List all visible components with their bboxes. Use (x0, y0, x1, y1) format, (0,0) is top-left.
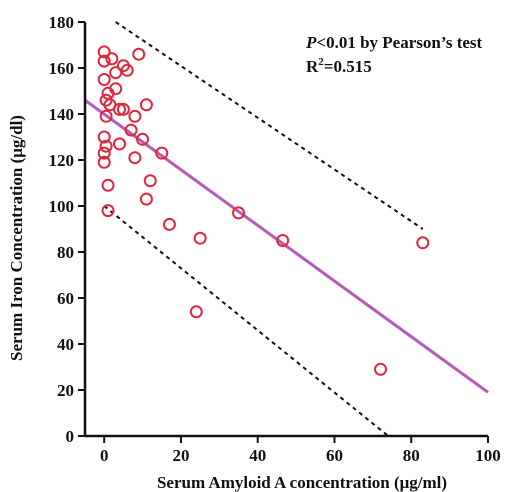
y-axis-title: Serum Iron Concentration (μg/dl) (7, 115, 26, 361)
y-tick-label: 140 (49, 105, 75, 124)
r-squared-annotation: R2=0.515 (306, 56, 372, 76)
data-point (162, 217, 176, 231)
prediction-bands (103, 21, 424, 437)
r-squared-base: R (306, 57, 319, 76)
data-point (97, 73, 111, 86)
data-point (97, 130, 111, 144)
r-squared-value: =0.515 (324, 57, 372, 76)
data-points (97, 45, 430, 376)
data-point (101, 178, 115, 192)
data-point (101, 204, 115, 218)
p-value-symbol: P (305, 33, 317, 52)
data-point (128, 151, 142, 165)
data-point (155, 146, 169, 160)
data-point (97, 54, 111, 68)
data-point (139, 192, 153, 206)
x-axis-ticks: 0 20 40 60 80 100 (100, 436, 501, 465)
y-axis-ticks: 0 20 40 60 80 100 120 140 160 180 (49, 13, 85, 446)
data-point (139, 98, 153, 112)
data-point (128, 109, 142, 123)
y-tick-label: 160 (49, 59, 75, 78)
p-value-annotation: P<0.01 by Pearson’s test (305, 33, 483, 52)
data-point (374, 362, 388, 376)
data-point (189, 305, 203, 319)
x-tick-label: 20 (172, 446, 189, 465)
data-point (99, 109, 113, 123)
data-point (143, 174, 157, 188)
data-point (105, 52, 119, 66)
data-point (136, 132, 150, 146)
axes (83, 22, 488, 438)
data-point (132, 47, 146, 61)
data-point (113, 102, 127, 116)
y-tick-label: 120 (49, 151, 75, 170)
regression-line (84, 98, 489, 394)
y-tick-label: 100 (49, 197, 75, 216)
x-axis-title: Serum Amyloid A concentration (μg/ml) (157, 473, 447, 492)
data-point (416, 236, 430, 250)
y-tick-label: 40 (57, 335, 74, 354)
data-point (97, 146, 111, 160)
x-tick-label: 0 (100, 446, 109, 465)
y-tick-label: 80 (57, 243, 74, 262)
x-tick-label: 40 (249, 446, 266, 465)
data-point (124, 123, 138, 137)
data-point (97, 45, 111, 59)
data-point (276, 234, 290, 247)
lower-prediction-band (103, 205, 389, 437)
data-point (97, 155, 111, 169)
x-tick-label: 80 (403, 446, 420, 465)
data-point (232, 206, 246, 220)
y-tick-label: 60 (57, 289, 74, 308)
data-point (99, 139, 113, 153)
data-point (116, 102, 130, 116)
p-value-text: <0.01 by Pearson’s test (316, 33, 482, 52)
upper-prediction-band (115, 21, 424, 230)
y-tick-label: 20 (57, 381, 74, 400)
y-tick-label: 0 (66, 427, 75, 446)
data-point (109, 66, 123, 80)
data-point (193, 231, 207, 245)
x-tick-label: 60 (326, 446, 343, 465)
x-tick-label: 100 (475, 446, 501, 465)
r-squared-superscript: 2 (318, 56, 324, 68)
y-tick-label: 180 (49, 13, 75, 32)
data-point (113, 137, 127, 151)
regression-line-group (84, 98, 489, 394)
